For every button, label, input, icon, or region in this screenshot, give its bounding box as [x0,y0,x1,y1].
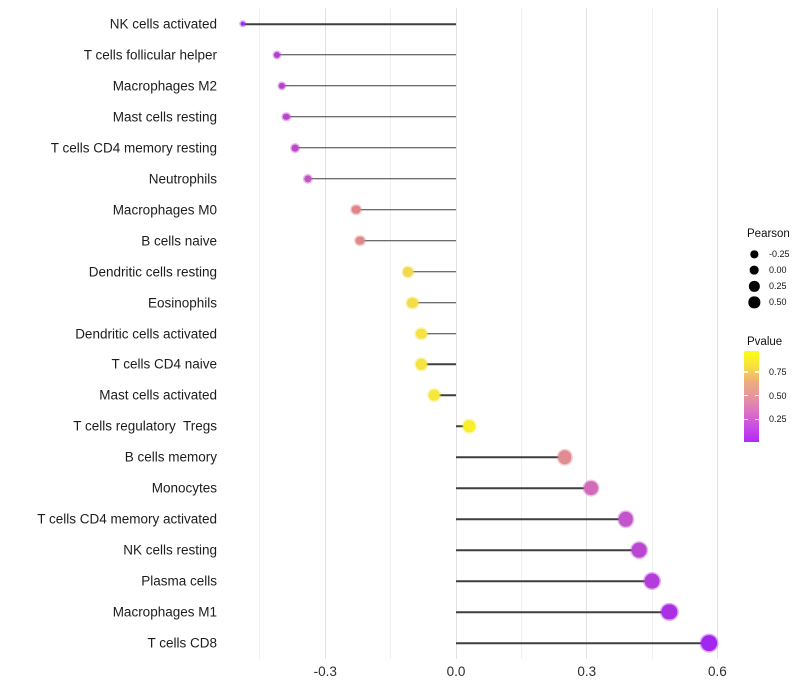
lollipop-stem [277,54,456,56]
major-gridline [716,8,718,659]
category-label: Eosinophils [147,295,217,311]
color-legend-title: Pvalue [747,336,783,348]
lollipop-stem [412,301,456,304]
x-tick-label: 0.0 [446,664,466,679]
size-legend-key-dot [750,250,758,258]
x-tick-label: 0.6 [708,664,727,679]
size-legend-key-label: 0.00 [769,265,787,276]
lollipop-stem [456,487,592,489]
data-point [304,175,312,183]
data-point [407,297,418,308]
data-point [415,328,427,339]
lollipop-stem [456,425,470,428]
lollipop-stem [456,580,653,582]
category-label: T cells CD4 memory activated [37,511,217,527]
x-tick-label: -0.3 [313,664,337,679]
data-point [428,390,440,401]
colorbar-tick-mark [755,418,759,421]
category-label: B cells memory [124,449,217,465]
size-legend-key-dot [749,281,760,292]
data-point [240,21,245,27]
category-label: T cells CD4 naive [111,356,217,372]
category-label: Macrophages M2 [112,78,217,94]
lollipop-stem [421,363,456,366]
category-label: B cells naive [141,233,217,249]
colorbar-tick-mark [755,394,759,397]
category-label: Monocytes [151,480,217,496]
data-point [351,205,361,215]
lollipop-stem [360,239,456,242]
data-point [661,604,678,620]
size-legend-key-label: -0.25 [769,249,790,260]
category-label: Macrophages M0 [112,202,217,218]
colorbar-tick-label: 0.25 [769,414,787,425]
size-legend-title: Pearson [747,228,790,240]
lollipop-stem [242,23,456,25]
category-label: T cells CD4 memory resting [50,140,217,156]
data-point [355,236,365,246]
category-label: T cells CD8 [147,635,217,651]
colorbar-tick-mark [755,371,759,373]
category-label: Dendritic cells resting [88,264,217,280]
data-point [700,635,717,651]
data-point [291,144,299,152]
data-point [631,542,647,558]
lollipop-stem [456,549,639,551]
colorbar-tick-mark [744,418,748,421]
lollipop-stem [307,178,456,180]
data-point [403,266,414,277]
x-tick-label: 0.3 [577,664,597,679]
category-label: NK cells resting [123,542,217,558]
data-point [463,420,475,433]
size-legend-key-dot [748,296,760,308]
colorbar-tick-mark [744,371,748,373]
lollipop-stem [456,456,565,459]
category-label: Plasma cells [141,573,217,589]
major-gridline [586,8,588,659]
data-point [278,82,285,90]
category-label: Neutrophils [148,171,217,187]
lollipop-stem [434,394,456,397]
data-point [584,481,598,496]
category-label: Dendritic cells activated [75,326,217,341]
colorbar-tick-label: 0.50 [769,390,787,401]
data-point [644,573,660,589]
lollipop-stem [281,85,456,87]
data-point [274,51,281,58]
lollipop-stem [286,116,456,118]
colorbar-tick-label: 0.75 [769,367,787,378]
major-gridline [324,8,326,659]
minor-gridline [390,8,392,659]
lollipop-stem [456,518,626,520]
colorbar-tick-mark [744,394,748,397]
category-label: T cells follicular helper [83,47,217,63]
category-label: Mast cells activated [99,387,217,403]
lollipop-stem [294,147,456,149]
minor-gridline [651,8,653,659]
size-legend-key-label: 0.50 [769,297,787,308]
data-point [618,511,634,527]
pvalue-colorbar [744,351,759,442]
category-label: T cells regulatory Tregs [73,418,217,434]
lollipop-stem [456,611,670,613]
size-legend-key-label: 0.25 [769,281,787,292]
data-point [415,359,427,370]
data-point [558,450,572,464]
lollipop-stem [408,270,456,273]
lollipop-stem [421,332,456,335]
lollipop-stem [456,642,709,644]
category-label: NK cells activated [109,16,217,32]
category-label: Mast cells resting [112,109,217,125]
lollipop-stem [355,208,456,211]
category-label: Macrophages M1 [112,604,217,620]
major-gridline [455,8,457,659]
data-point [282,113,290,121]
minor-gridline [259,8,261,659]
minor-gridline [520,8,522,659]
size-legend-key-dot [749,265,759,275]
